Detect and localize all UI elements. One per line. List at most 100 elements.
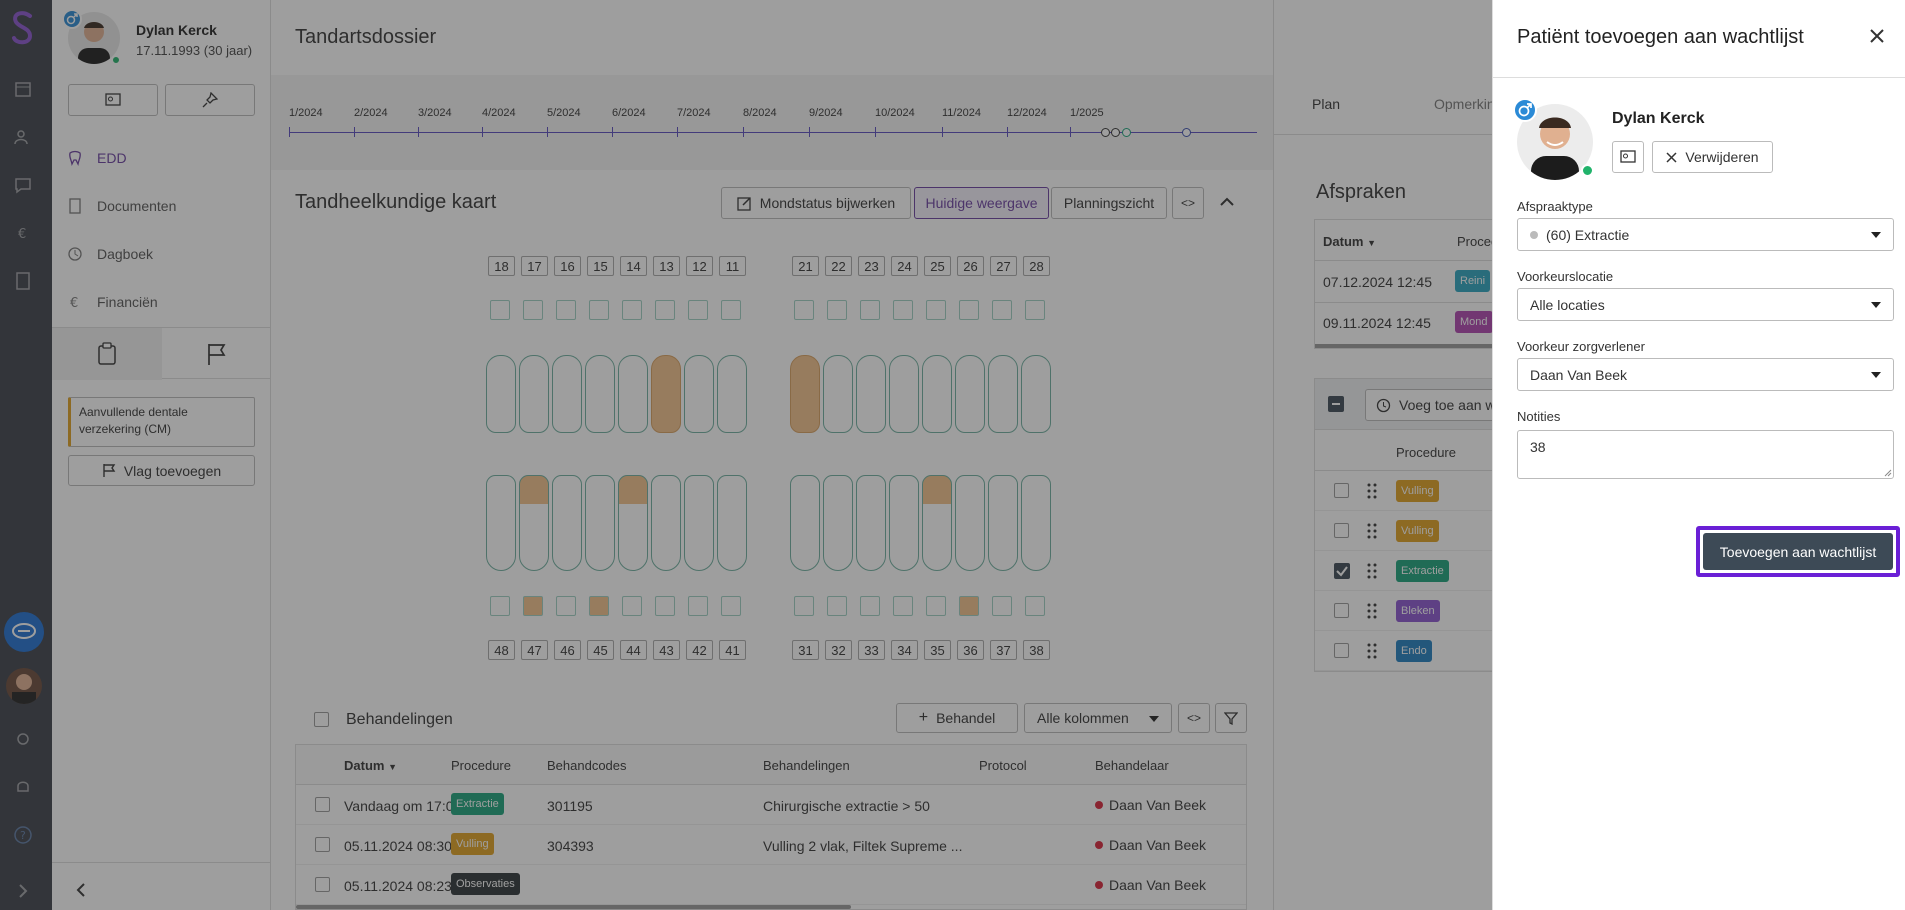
tooth-lower[interactable]: [717, 475, 747, 571]
add-to-waitlist-submit-button[interactable]: Toevoegen aan wachtlijst: [1703, 533, 1893, 570]
tooth-surface-upper[interactable]: [926, 300, 946, 320]
tooth-surface-lower[interactable]: [860, 596, 880, 616]
row-checkbox[interactable]: [315, 837, 330, 852]
tooth-upper[interactable]: [922, 355, 952, 433]
tooth-lower[interactable]: [585, 475, 615, 571]
tooth-surface-lower[interactable]: [523, 596, 543, 616]
tooth-number-18[interactable]: 18: [488, 256, 515, 276]
code-toggle-icon[interactable]: <>: [1172, 187, 1204, 219]
tooth-surface-upper[interactable]: [794, 300, 814, 320]
tooth-number-27[interactable]: 27: [990, 256, 1017, 276]
tooth-surface-lower[interactable]: [893, 596, 913, 616]
support-chat-icon[interactable]: [4, 612, 44, 652]
close-icon[interactable]: [1868, 27, 1886, 45]
nav-item-financien[interactable]: € Financiën: [67, 294, 158, 310]
patient-card-button[interactable]: [68, 84, 158, 116]
tooth-upper[interactable]: [486, 355, 516, 433]
tab-clipboard[interactable]: [52, 328, 162, 380]
drag-handle-icon[interactable]: [1367, 603, 1377, 619]
tooth-number-41[interactable]: 41: [719, 640, 746, 660]
nav-item-documenten[interactable]: Documenten: [67, 198, 176, 214]
patient-card-button[interactable]: [1612, 141, 1644, 173]
select-all-treatments-checkbox[interactable]: [314, 712, 329, 727]
tooth-lower[interactable]: [922, 475, 952, 571]
tooth-upper[interactable]: [618, 355, 648, 433]
tooth-upper[interactable]: [684, 355, 714, 433]
tooth-number-21[interactable]: 21: [792, 256, 819, 276]
remove-patient-button[interactable]: Verwijderen: [1652, 141, 1773, 173]
patients-icon[interactable]: [12, 126, 34, 148]
tooth-number-11[interactable]: 11: [719, 256, 746, 276]
tooth-number-42[interactable]: 42: [686, 640, 713, 660]
current-view-button[interactable]: Huidige weergave: [914, 187, 1049, 219]
tooth-surface-upper[interactable]: [490, 300, 510, 320]
tooth-surface-upper[interactable]: [556, 300, 576, 320]
tooth-lower[interactable]: [889, 475, 919, 571]
resize-handle-icon[interactable]: [1884, 469, 1892, 477]
drag-handle-icon[interactable]: [1367, 643, 1377, 659]
tooth-surface-lower[interactable]: [959, 596, 979, 616]
finance-icon[interactable]: €: [12, 222, 34, 244]
tooth-lower[interactable]: [486, 475, 516, 571]
tooth-surface-upper[interactable]: [860, 300, 880, 320]
tooth-upper[interactable]: [717, 355, 747, 433]
tooth-upper[interactable]: [988, 355, 1018, 433]
tooth-surface-upper[interactable]: [589, 300, 609, 320]
notes-textarea[interactable]: 38: [1517, 430, 1894, 479]
tooth-surface-upper[interactable]: [827, 300, 847, 320]
tooth-lower[interactable]: [519, 475, 549, 571]
timeline-event[interactable]: [1101, 128, 1110, 137]
nav-item-dagboek[interactable]: Dagboek: [67, 246, 153, 262]
tooth-lower[interactable]: [955, 475, 985, 571]
column-header-treatments[interactable]: Behandelingen: [763, 758, 850, 773]
tab-flags[interactable]: [162, 328, 271, 380]
tooth-surface-lower[interactable]: [992, 596, 1012, 616]
tooth-number-25[interactable]: 25: [924, 256, 951, 276]
tooth-upper[interactable]: [651, 355, 681, 433]
tooth-number-48[interactable]: 48: [488, 640, 515, 660]
tooth-number-17[interactable]: 17: [521, 256, 548, 276]
user-avatar[interactable]: [6, 668, 42, 704]
flag-item[interactable]: Aanvullende dentale verzekering (CM): [68, 397, 255, 447]
tooth-upper[interactable]: [823, 355, 853, 433]
filter-button[interactable]: [1215, 703, 1247, 733]
tooth-number-26[interactable]: 26: [957, 256, 984, 276]
timeline-event[interactable]: [1182, 128, 1191, 137]
procedure-row[interactable]: Vulling: [1315, 511, 1494, 551]
column-header-protocol[interactable]: Protocol: [979, 758, 1027, 773]
tooth-number-44[interactable]: 44: [620, 640, 647, 660]
tab-plan[interactable]: Plan: [1312, 96, 1341, 112]
chat-icon[interactable]: [12, 174, 34, 196]
tooth-number-38[interactable]: 38: [1023, 640, 1050, 660]
tooth-upper[interactable]: [552, 355, 582, 433]
tooth-number-46[interactable]: 46: [554, 640, 581, 660]
tooth-number-22[interactable]: 22: [825, 256, 852, 276]
provider-select[interactable]: Daan Van Beek: [1517, 358, 1894, 391]
tooth-number-23[interactable]: 23: [858, 256, 885, 276]
tooth-surface-upper[interactable]: [721, 300, 741, 320]
tooth-number-14[interactable]: 14: [620, 256, 647, 276]
tooth-number-33[interactable]: 33: [858, 640, 885, 660]
tooth-surface-lower[interactable]: [655, 596, 675, 616]
tooth-lower[interactable]: [684, 475, 714, 571]
tooth-number-31[interactable]: 31: [792, 640, 819, 660]
tooth-number-13[interactable]: 13: [653, 256, 680, 276]
tooth-surface-lower[interactable]: [490, 596, 510, 616]
update-mouth-status-button[interactable]: Mondstatus bijwerken: [721, 187, 911, 219]
indeterminate-checkbox[interactable]: [1328, 396, 1344, 412]
row-checkbox[interactable]: [1334, 523, 1349, 538]
tooth-surface-lower[interactable]: [794, 596, 814, 616]
tooth-upper[interactable]: [955, 355, 985, 433]
tooth-upper[interactable]: [889, 355, 919, 433]
table-row[interactable]: 05.11.2024 08:30 Vulling 304393 Vulling 2 v…: [296, 825, 1246, 865]
appt-header-datum[interactable]: Datum ▼: [1323, 234, 1376, 249]
help-icon[interactable]: ?: [12, 824, 34, 846]
tooth-upper[interactable]: [519, 355, 549, 433]
column-header-doctor[interactable]: Behandelaar: [1095, 758, 1169, 773]
tooth-surface-upper[interactable]: [992, 300, 1012, 320]
tooth-lower[interactable]: [823, 475, 853, 571]
procedure-row[interactable]: Vulling: [1315, 471, 1494, 511]
tooth-surface-upper[interactable]: [1025, 300, 1045, 320]
collapse-up-icon[interactable]: [1219, 195, 1235, 207]
procedure-row[interactable]: Bleken: [1315, 591, 1494, 631]
